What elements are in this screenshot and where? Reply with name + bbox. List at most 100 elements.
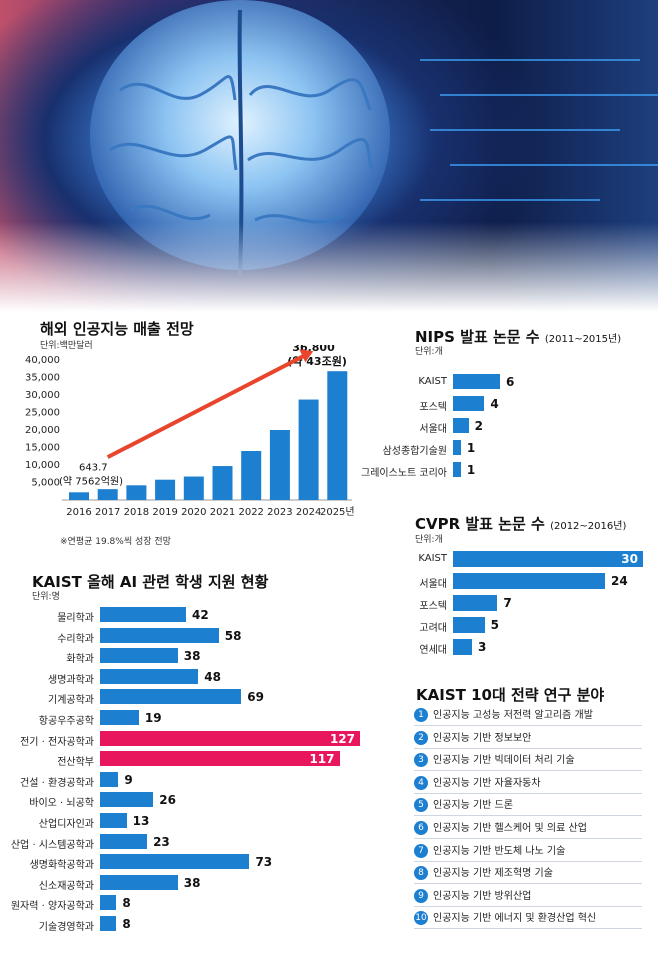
- strategy-item: 3 인공지능 기반 빅데이터 처리 기술: [414, 752, 642, 772]
- strategy-item: 8 인공지능 기반 제조혁명 기술: [414, 865, 642, 885]
- strategy-item-text: 인공지능 기반 드론: [433, 800, 513, 812]
- bar-category-label: 수리학과: [57, 633, 94, 645]
- bar: [453, 551, 643, 567]
- bar-category-label: 고려대: [419, 623, 447, 634]
- annotation-end-value: 36,800: [292, 345, 335, 354]
- bar: [100, 792, 154, 808]
- bar-value-label: 13: [132, 814, 150, 828]
- bar-value-label: 69: [247, 690, 264, 705]
- bar-value-label: 8: [122, 917, 131, 931]
- bar-value-label: 26: [159, 793, 176, 808]
- strategy-item: 7 인공지능 기반 반도체 나노 기술: [414, 843, 642, 862]
- bar: [100, 771, 119, 787]
- bar-category-label: 기계공학과: [48, 695, 94, 707]
- x-tick-label: 2019: [152, 507, 177, 518]
- sales-bar: [126, 485, 147, 500]
- strategy-item: 9 인공지능 기반 방위산업: [414, 888, 642, 907]
- bar-category-label: 연세대: [419, 645, 447, 656]
- numbered-circle-icon: 10: [414, 911, 428, 926]
- x-tick-label: 2025년: [320, 506, 355, 518]
- numbered-circle-icon: 8: [414, 866, 428, 881]
- y-tick-label: 20,000: [25, 425, 60, 436]
- strategy-item-text: 인공지능 기반 에너지 및 환경산업 혁신: [433, 913, 597, 925]
- bar-category-label: 서울대: [419, 424, 447, 435]
- bar-value-label: 23: [153, 834, 170, 849]
- bar-category-label: KAIST: [418, 553, 447, 564]
- sales-bar: [155, 479, 176, 500]
- bar-value-label: 42: [191, 608, 209, 622]
- numbered-circle-icon: 1: [414, 708, 428, 722]
- bar: [453, 462, 461, 477]
- sales-bar: [298, 399, 319, 500]
- bar-category-label: 물리학과: [57, 613, 94, 624]
- sales-chart-note: ※연평균 19.8%씩 성장 전망: [60, 537, 171, 547]
- bar: [453, 396, 485, 411]
- sales-chart-title: 해외 인공지능 매출 전망: [40, 320, 194, 338]
- annotation-start-text: (약 7562억원): [59, 475, 123, 487]
- strategy-item-text: 인공지능 기반 방위산업: [433, 890, 532, 902]
- bar: [100, 607, 186, 622]
- strategy-title: KAIST 10대 전략 연구 분야: [416, 686, 605, 704]
- bar: [453, 374, 500, 389]
- bar-category-label: 산업 · 시스템공학과: [10, 839, 94, 851]
- bar: [100, 627, 219, 643]
- cvpr-chart-unit: 단위:개: [415, 535, 443, 545]
- x-tick-label: 2018: [124, 507, 149, 518]
- bar-value-label: 7: [503, 596, 512, 610]
- numbered-circle-icon: 9: [414, 888, 428, 903]
- y-tick-label: 30,000: [25, 390, 60, 401]
- bar-value-label: 4: [490, 397, 499, 411]
- bar: [100, 874, 178, 890]
- y-tick-label: 25,000: [25, 408, 60, 419]
- growth-arrow-head: [299, 349, 314, 363]
- bar-value-label: 24: [611, 574, 628, 588]
- bar-value-label: 1: [466, 463, 476, 477]
- bar: [100, 648, 178, 664]
- bar-category-label: 생명과학과: [48, 674, 94, 686]
- numbered-circle-icon: 4: [414, 775, 428, 790]
- strategy-item-text: 인공지능 기반 반도체 나노 기술: [433, 845, 566, 857]
- strategy-item-text: 인공지능 기반 자율자동차: [433, 777, 541, 789]
- y-tick-label: 15,000: [25, 443, 60, 454]
- x-tick-label: 2021: [210, 507, 235, 518]
- bar-value-label: 3: [478, 640, 487, 654]
- bar: [100, 710, 139, 725]
- sales-bar: [327, 371, 348, 500]
- bar-value-label: 19: [144, 711, 162, 725]
- bar-value-label: 38: [183, 875, 201, 890]
- bar-category-label: 산업디자인과: [38, 819, 94, 830]
- numbered-circle-icon: 2: [414, 730, 428, 745]
- y-tick-label: 35,000: [25, 373, 60, 384]
- bar-category-label: 항공우주공학: [38, 716, 94, 727]
- bar-value-label: 58: [224, 628, 242, 643]
- bar-category-label: 서울대: [419, 579, 447, 590]
- bar-value-label: 38: [183, 649, 201, 664]
- bar: [100, 730, 360, 746]
- strategy-item-text: 인공지능 기반 빅데이터 처리 기술: [433, 755, 575, 767]
- bar: [453, 573, 605, 589]
- strategy-item: 2 인공지능 기반 정보보안: [414, 730, 642, 749]
- strategy-item-text: 인공지능 기반 정보보안: [433, 732, 532, 744]
- sales-bar: [97, 489, 118, 500]
- bar-value-label: 30: [621, 552, 638, 566]
- bar: [453, 617, 485, 633]
- sales-bar: [183, 476, 204, 500]
- bar-value-label: 73: [255, 855, 273, 870]
- bar-category-label: 전산학부: [57, 757, 94, 769]
- x-tick-label: 2016: [66, 507, 91, 518]
- bar: [100, 813, 127, 828]
- bar: [100, 689, 242, 705]
- numbered-circle-icon: 6: [414, 821, 428, 835]
- bar-category-label: 기술경영학과: [38, 922, 94, 933]
- bar-category-label: KAIST: [418, 376, 447, 387]
- strategy-item: 6 인공지능 기반 헬스케어 및 의료 산업: [414, 820, 642, 839]
- sales-bar: [269, 430, 290, 500]
- bar-category-label: 그레이스노트 코리아: [361, 468, 447, 479]
- bar: [100, 833, 148, 849]
- strategy-item: 4 인공지능 기반 자율자동차: [414, 775, 642, 794]
- bar: [100, 895, 117, 911]
- y-tick-label: 40,000: [25, 355, 60, 366]
- sales-bar: [241, 451, 262, 500]
- bar-category-label: 삼성종합기술원: [382, 446, 447, 457]
- bar: [100, 668, 199, 684]
